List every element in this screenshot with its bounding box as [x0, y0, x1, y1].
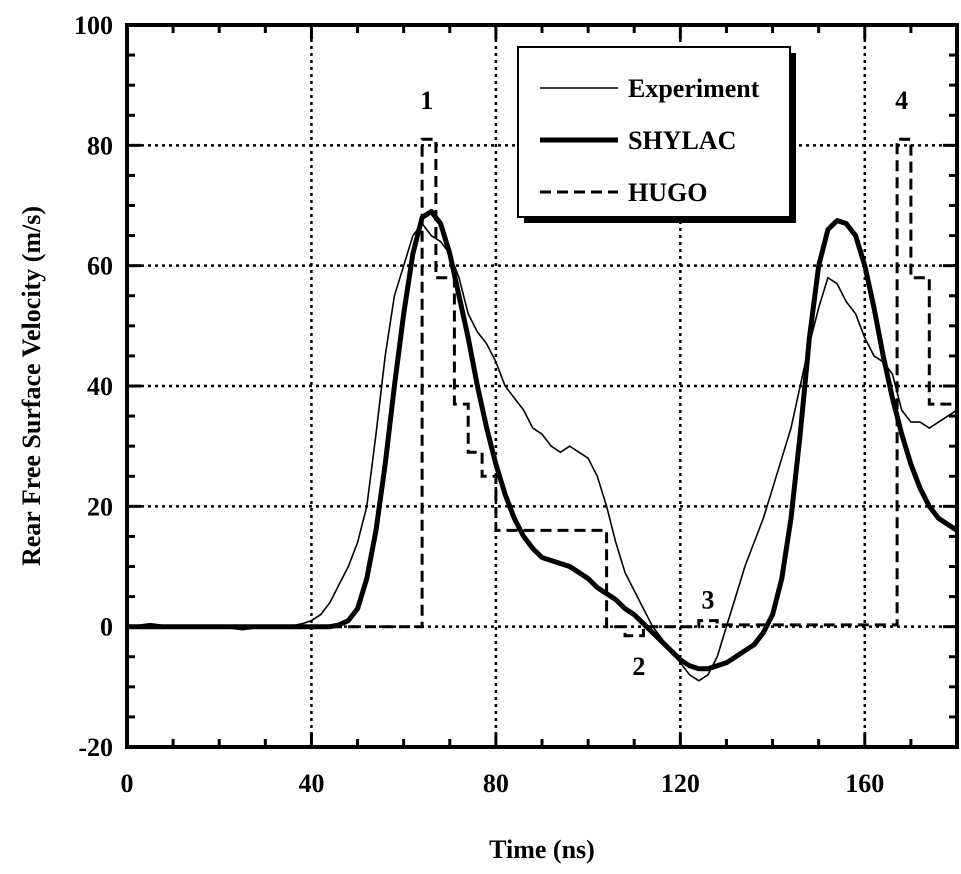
series-line-shylac [127, 209, 959, 672]
x-tick-label: 160 [845, 769, 884, 798]
y-tick-label: 0 [100, 613, 113, 642]
x-tick-label: 120 [661, 769, 700, 798]
annotation-label: 2 [632, 652, 645, 681]
x-tick-labels: 0 40 80 120 160 [121, 769, 885, 798]
y-axis-label: Rear Free Surface Velocity (m/s) [17, 206, 46, 566]
series-line-experiment [126, 222, 958, 682]
annotation-label: 1 [420, 86, 433, 115]
legend-box [517, 46, 791, 218]
legend-label: HUGO [628, 178, 707, 207]
y-tick-label: 100 [74, 11, 113, 40]
y-tick-label: -20 [78, 733, 113, 762]
legend-items: Experiment SHYLAC HUGO [540, 74, 760, 207]
y-tick-label: 40 [87, 372, 113, 401]
y-tick-labels: -20 0 20 40 60 80 100 [74, 11, 113, 762]
y-tick-label: 20 [87, 492, 113, 521]
x-tick-label: 0 [121, 769, 134, 798]
legend: Experiment SHYLAC HUGO [517, 46, 796, 223]
y-tick-label: 80 [87, 131, 113, 160]
x-tick-label: 80 [483, 769, 509, 798]
y-tick-label: 60 [87, 252, 113, 281]
annotations: 1 2 3 4 [420, 86, 908, 681]
x-axis-label: Time (ns) [489, 835, 595, 864]
series-line-hugo [127, 137, 957, 638]
x-tick-label: 40 [298, 769, 324, 798]
series-layer [126, 137, 959, 682]
legend-label: Experiment [628, 74, 760, 103]
annotation-label: 4 [895, 86, 908, 115]
annotation-label: 3 [702, 586, 715, 615]
legend-label: SHYLAC [628, 126, 736, 155]
axis-ticks [125, 23, 959, 749]
